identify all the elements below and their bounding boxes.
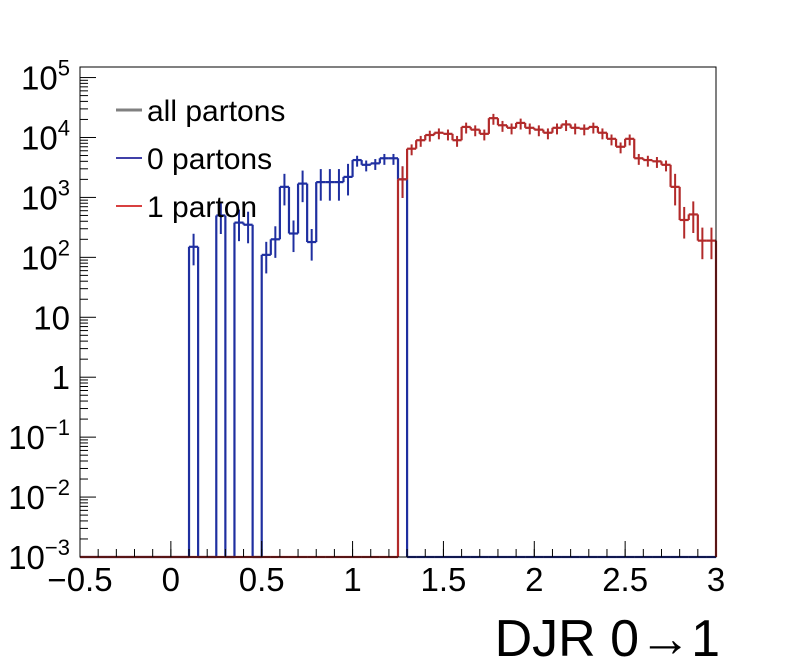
y-tick-label-2: 10−1 [8,415,70,456]
legend-label-1: 0 partons [147,143,272,176]
x-tick-label-6: 2.5 [602,561,648,598]
x-tick-label-0: −0.5 [47,561,112,598]
y-tick-label-0: 10−3 [8,535,70,576]
y-tick-label-6: 103 [21,175,70,216]
x-tick-label-5: 2 [525,561,543,598]
y-tick-label-8: 105 [21,56,70,97]
y-tick-label-5: 102 [21,235,70,276]
x-tick-label-2: 0.5 [239,561,285,598]
histogram-bars-layer [80,117,718,559]
plot-frame [79,66,717,558]
legend-label-2: 1 parton [147,191,257,224]
y-tick-label-7: 104 [21,115,70,156]
axes-layer: −0.5 0 0.5 1 1.5 2 2.5 3 10−3 10−2 10−1 1 10 102 103 10… [8,56,725,598]
legend: all partons 0 partons 1 parton [116,95,285,224]
x-axis-title: DJR 0→1 [495,610,720,668]
legend-label-0: all partons [147,95,285,128]
y-tick-label-4: 10 [33,299,70,336]
x-tick-label-7: 3 [707,561,725,598]
x-tick-label-3: 1 [343,561,361,598]
x-tick-label-4: 1.5 [420,561,466,598]
y-tick-label-1: 10−2 [8,475,70,516]
y-tick-label-3: 1 [52,359,70,396]
error-bars-layer [192,113,713,274]
x-tick-label-1: 0 [162,561,180,598]
